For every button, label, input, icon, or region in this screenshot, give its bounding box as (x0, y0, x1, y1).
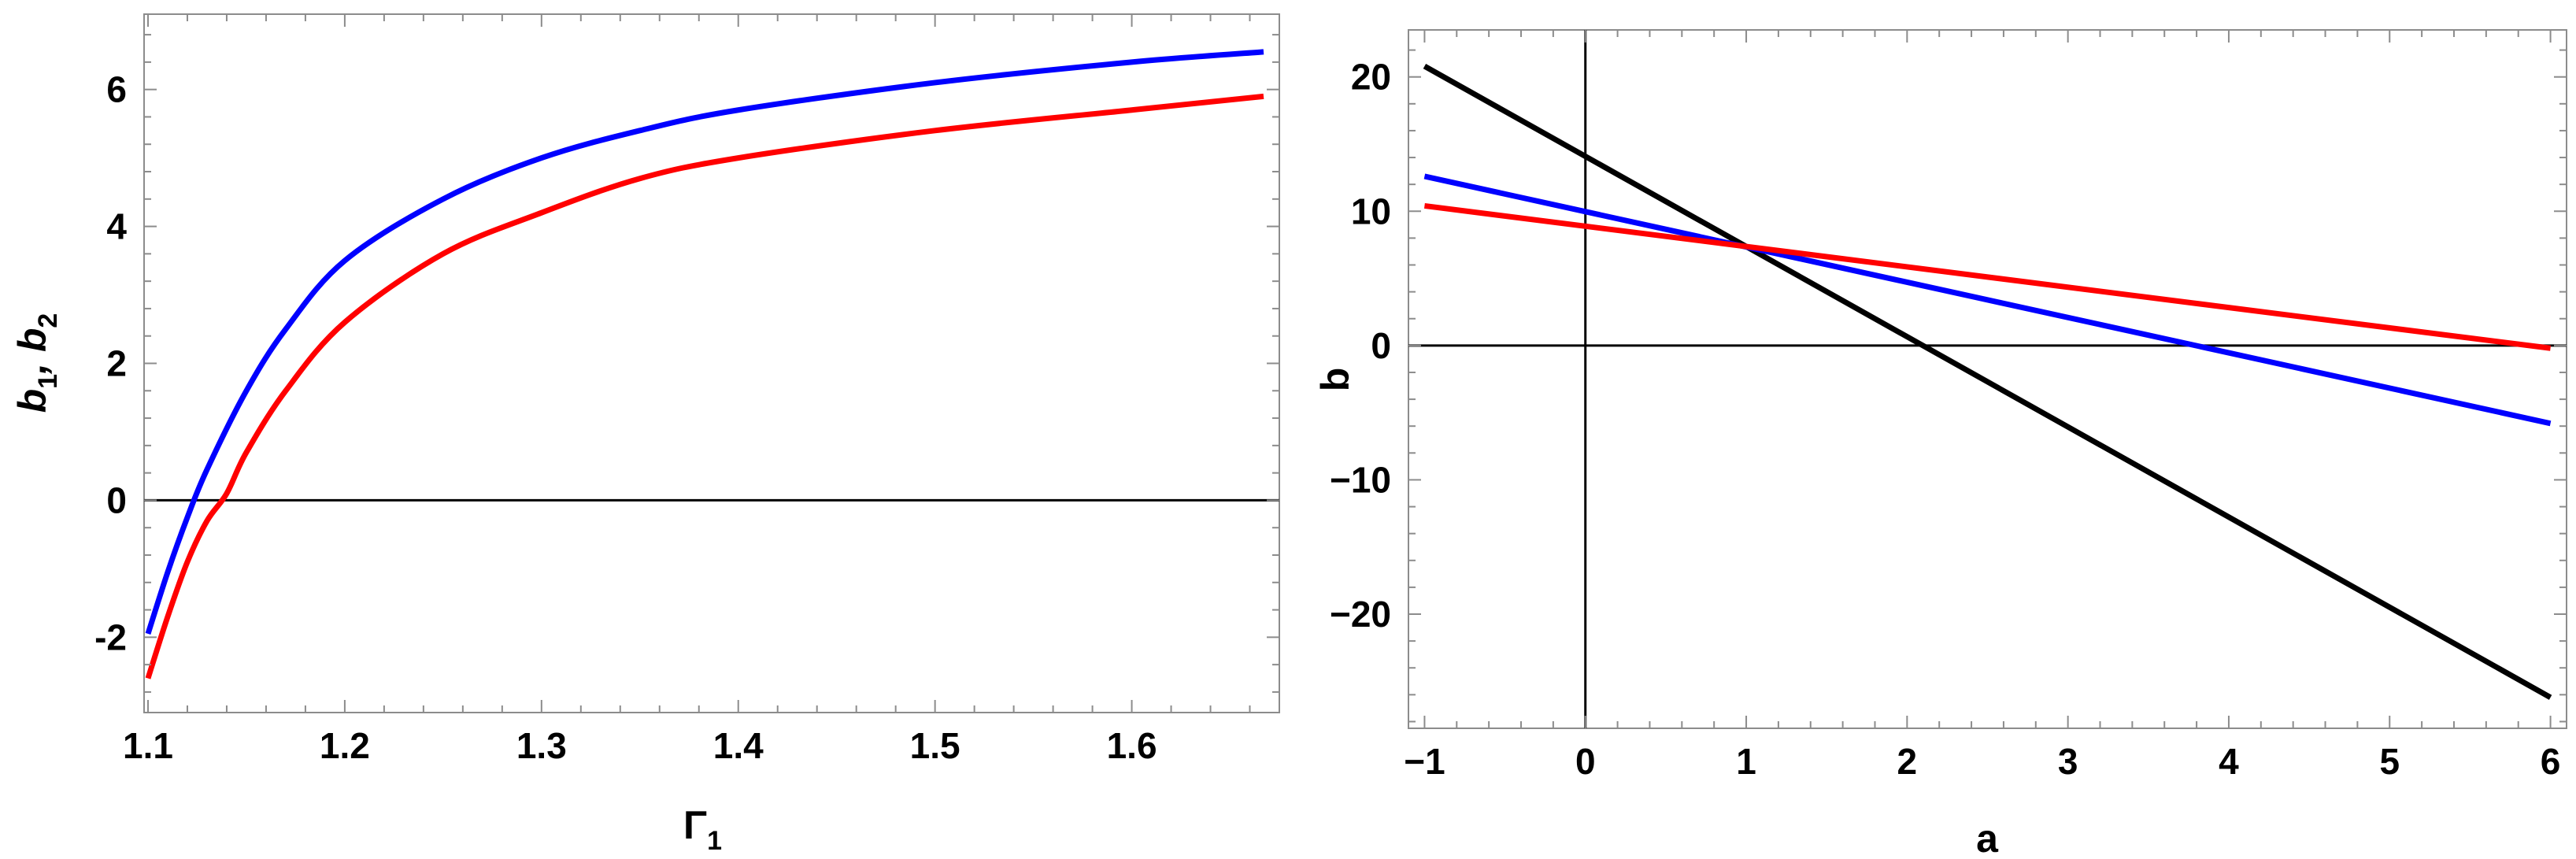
x-tick-label: 1.5 (910, 725, 960, 766)
y-axis-label-part: , b (10, 328, 54, 375)
x-tick-label: 1.6 (1107, 725, 1157, 766)
series-line-1 (1423, 64, 2552, 700)
x-axis-label-left: Γ1 (683, 803, 722, 856)
series-line-1 (145, 49, 1264, 635)
x-tick-label: −1 (1404, 741, 1445, 782)
y-tick-label: 6 (106, 69, 127, 110)
plot-frame-right (1408, 29, 2567, 729)
y-axis-label-part: 1 (33, 374, 63, 389)
y-tick-label: 0 (1371, 325, 1391, 366)
y-tick-label: -2 (94, 616, 127, 657)
x-tick-label: 2 (1897, 741, 1918, 782)
y-tick-label: 2 (106, 343, 127, 384)
x-tick-label: 1 (1736, 741, 1756, 782)
y-tick-label: 0 (106, 479, 127, 520)
y-axis-label-part: 2 (33, 313, 63, 328)
y-tick-label: −10 (1330, 459, 1391, 500)
y-tick-label: 10 (1351, 191, 1391, 231)
x-tick-label: 1.1 (123, 725, 173, 766)
x-tick-label: 0 (1575, 741, 1596, 782)
series-line-2 (145, 93, 1264, 679)
x-tick-label: 6 (2541, 741, 2561, 782)
plot-frame-left (143, 13, 1280, 713)
x-tick-label: 4 (2219, 741, 2239, 782)
y-tick-label: 4 (106, 206, 127, 247)
x-tick-label: 5 (2379, 741, 2400, 782)
x-axis-label-sub: 1 (707, 826, 722, 856)
x-tick-label: 3 (2058, 741, 2078, 782)
x-tick-label: 1.3 (516, 725, 567, 766)
y-axis-label-part: b (10, 389, 54, 413)
x-axis-label-main: Γ (683, 803, 707, 847)
y-axis-label-left: b1, b2 (10, 313, 63, 413)
x-axis-label-right: a (1976, 816, 1999, 859)
x-tick-label: 1.4 (713, 725, 764, 766)
x-tick-label: 1.2 (320, 725, 370, 766)
y-axis-label-right: b (1313, 368, 1357, 392)
series-line-3 (1423, 202, 2552, 351)
y-tick-label: −20 (1330, 594, 1391, 635)
y-tick-label: 20 (1351, 57, 1391, 98)
series-line-2 (1423, 173, 2552, 427)
